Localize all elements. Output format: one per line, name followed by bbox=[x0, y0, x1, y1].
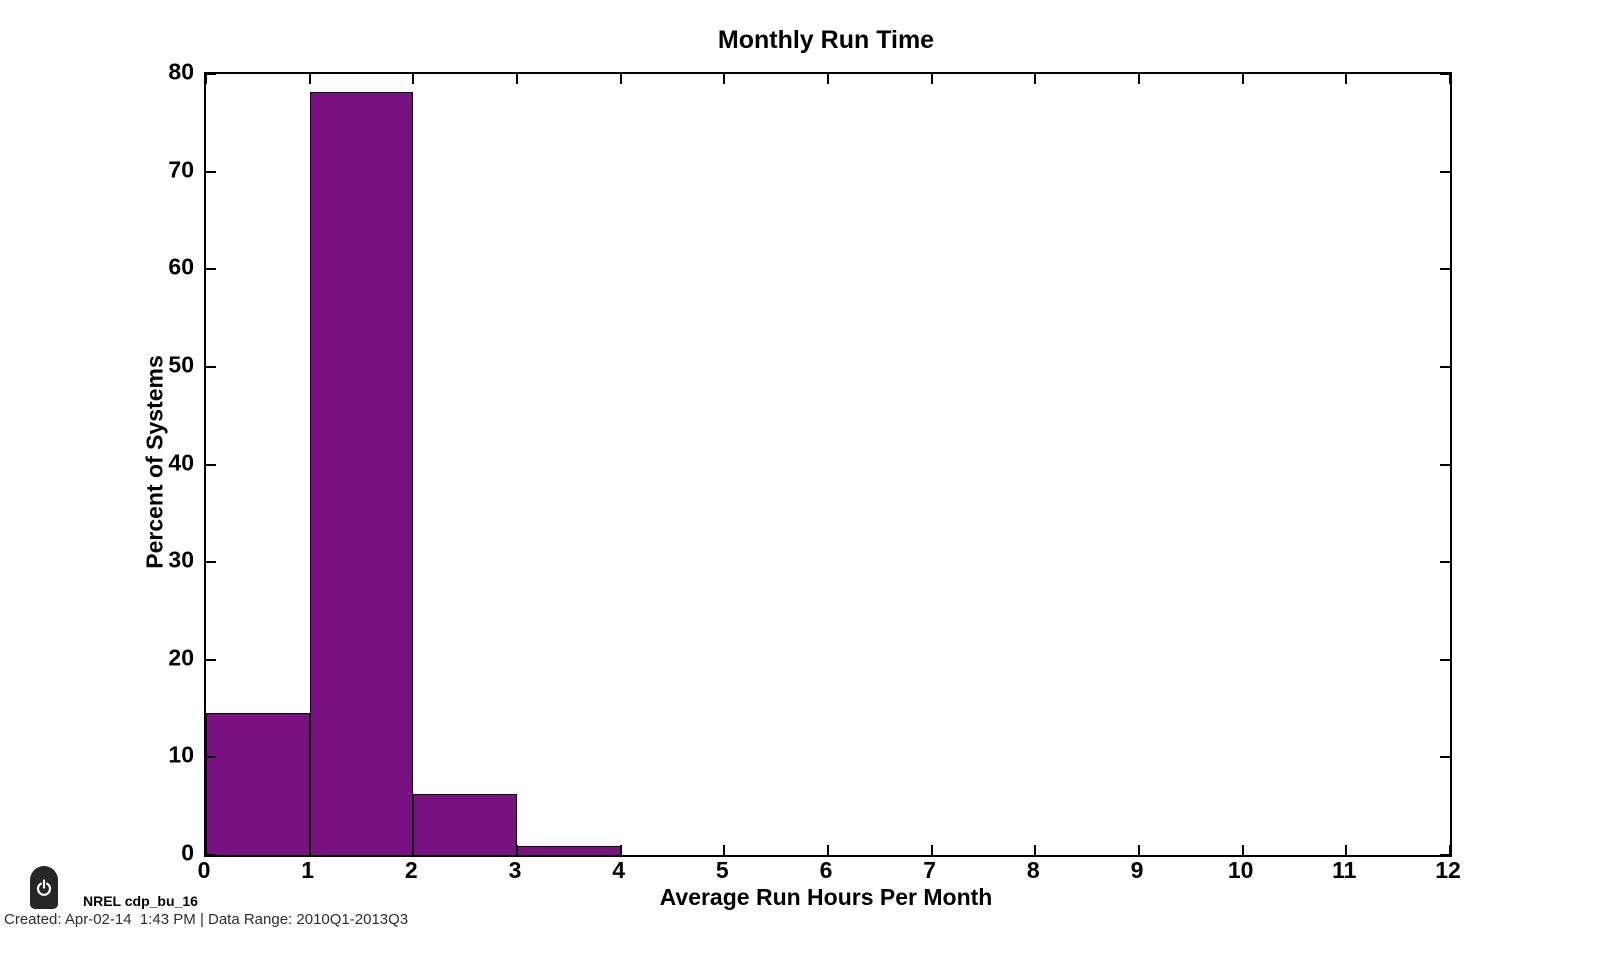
y-tick-mark bbox=[1440, 268, 1450, 271]
y-tick-mark bbox=[206, 73, 216, 75]
x-tick-label: 6 bbox=[819, 857, 833, 883]
x-tick-label: 2 bbox=[404, 857, 418, 883]
y-tick-label: 50 bbox=[168, 351, 194, 378]
x-tick-mark bbox=[412, 845, 415, 855]
y-tick-label: 70 bbox=[168, 156, 194, 183]
x-tick-mark bbox=[619, 74, 622, 84]
x-tick-mark bbox=[1449, 74, 1451, 84]
histogram-bar bbox=[309, 91, 414, 855]
y-axis-tick-labels: 0 10 20 30 40 50 60 70 80 bbox=[0, 60, 194, 864]
x-tick-mark bbox=[308, 74, 311, 84]
x-tick-mark bbox=[1449, 845, 1451, 855]
y-tick-label: 60 bbox=[168, 253, 194, 280]
y-tick-mark bbox=[1440, 463, 1450, 466]
histogram-bar bbox=[413, 793, 517, 855]
x-tick-mark bbox=[1241, 74, 1244, 84]
x-tick-label: 8 bbox=[1026, 857, 1040, 883]
y-tick-label: 10 bbox=[168, 741, 194, 768]
x-tick-mark bbox=[1034, 74, 1037, 84]
x-tick-mark bbox=[1345, 845, 1348, 855]
y-tick-mark bbox=[1440, 365, 1450, 368]
x-tick-mark bbox=[723, 845, 726, 855]
y-tick-mark bbox=[206, 658, 216, 661]
x-tick-label: 1 bbox=[301, 857, 315, 883]
y-tick-mark bbox=[206, 463, 216, 466]
x-tick-label: 0 bbox=[197, 857, 211, 883]
y-tick-label: 40 bbox=[168, 449, 194, 475]
plot-area bbox=[204, 72, 1452, 857]
histogram-bar bbox=[517, 846, 621, 855]
x-axis-label: Average Run Hours Per Month bbox=[659, 884, 993, 910]
y-tick-mark bbox=[206, 170, 216, 173]
y-tick-mark bbox=[206, 268, 216, 271]
y-tick-mark bbox=[206, 756, 216, 759]
chart-title: Monthly Run Time bbox=[717, 26, 935, 54]
y-tick-mark bbox=[1440, 854, 1450, 856]
power-icon bbox=[30, 866, 58, 909]
power-icon-glyph bbox=[36, 878, 52, 896]
x-tick-mark bbox=[1138, 74, 1140, 84]
x-tick-mark bbox=[1345, 74, 1348, 84]
y-tick-mark bbox=[1440, 73, 1450, 75]
x-tick-mark bbox=[205, 845, 207, 855]
x-tick-mark bbox=[412, 74, 415, 84]
x-tick-label: 9 bbox=[1130, 857, 1144, 883]
y-tick-mark bbox=[1440, 658, 1450, 661]
x-tick-label: 4 bbox=[612, 857, 626, 883]
x-tick-mark bbox=[619, 845, 622, 855]
x-tick-mark bbox=[930, 74, 933, 84]
y-axis-label: Percent of Systems bbox=[141, 355, 168, 569]
x-tick-label: 3 bbox=[508, 857, 522, 883]
x-tick-mark bbox=[516, 74, 518, 84]
y-tick-mark bbox=[206, 365, 216, 368]
y-tick-mark bbox=[206, 561, 216, 564]
y-tick-label: 20 bbox=[168, 644, 194, 671]
x-tick-label: 11 bbox=[1332, 857, 1357, 883]
x-tick-mark bbox=[1034, 845, 1037, 855]
x-axis-tick-labels: 0 1 2 3 4 5 6 7 8 9 10 11 12 bbox=[198, 857, 1461, 885]
y-tick-label: 0 bbox=[181, 839, 194, 866]
x-tick-mark bbox=[516, 845, 518, 855]
x-tick-mark bbox=[723, 74, 726, 84]
y-tick-mark bbox=[1440, 170, 1450, 173]
x-tick-mark bbox=[827, 845, 829, 855]
x-tick-mark bbox=[1241, 845, 1244, 855]
watermark-label: NREL cdp_bu_16 bbox=[83, 893, 198, 909]
x-tick-mark bbox=[308, 845, 311, 855]
x-tick-label: 12 bbox=[1435, 857, 1461, 883]
y-tick-mark bbox=[1440, 561, 1450, 564]
x-tick-label: 10 bbox=[1227, 857, 1254, 883]
x-tick-mark bbox=[1138, 845, 1140, 855]
histogram-bar bbox=[206, 713, 310, 855]
y-tick-mark bbox=[206, 854, 216, 856]
y-tick-label: 80 bbox=[168, 58, 194, 85]
y-tick-mark bbox=[1440, 756, 1450, 759]
x-tick-mark bbox=[827, 74, 829, 84]
x-tick-label: 7 bbox=[923, 857, 937, 883]
x-tick-label: 5 bbox=[715, 857, 729, 883]
x-tick-mark bbox=[205, 74, 207, 84]
y-tick-label: 30 bbox=[168, 546, 194, 573]
created-line: Created: Apr-02-14 1:43 PM | Data Range:… bbox=[4, 911, 409, 928]
x-tick-mark bbox=[930, 845, 933, 855]
